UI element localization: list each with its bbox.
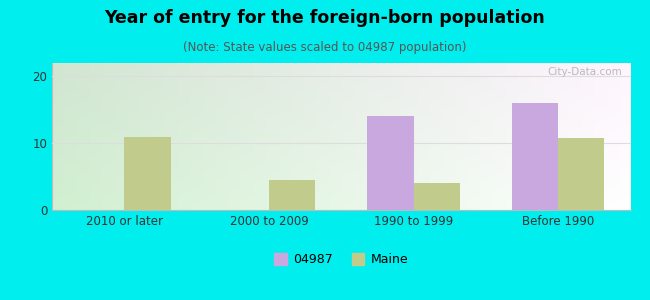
Text: (Note: State values scaled to 04987 population): (Note: State values scaled to 04987 popu… xyxy=(183,40,467,53)
Legend: 04987, Maine: 04987, Maine xyxy=(270,248,413,272)
Bar xyxy=(413,183,460,210)
Bar xyxy=(367,116,413,210)
Bar xyxy=(269,180,315,210)
Bar xyxy=(558,138,605,210)
Bar xyxy=(512,103,558,210)
Bar xyxy=(124,136,170,210)
Text: Year of entry for the foreign-born population: Year of entry for the foreign-born popul… xyxy=(105,9,545,27)
Text: City-Data.com: City-Data.com xyxy=(547,68,622,77)
